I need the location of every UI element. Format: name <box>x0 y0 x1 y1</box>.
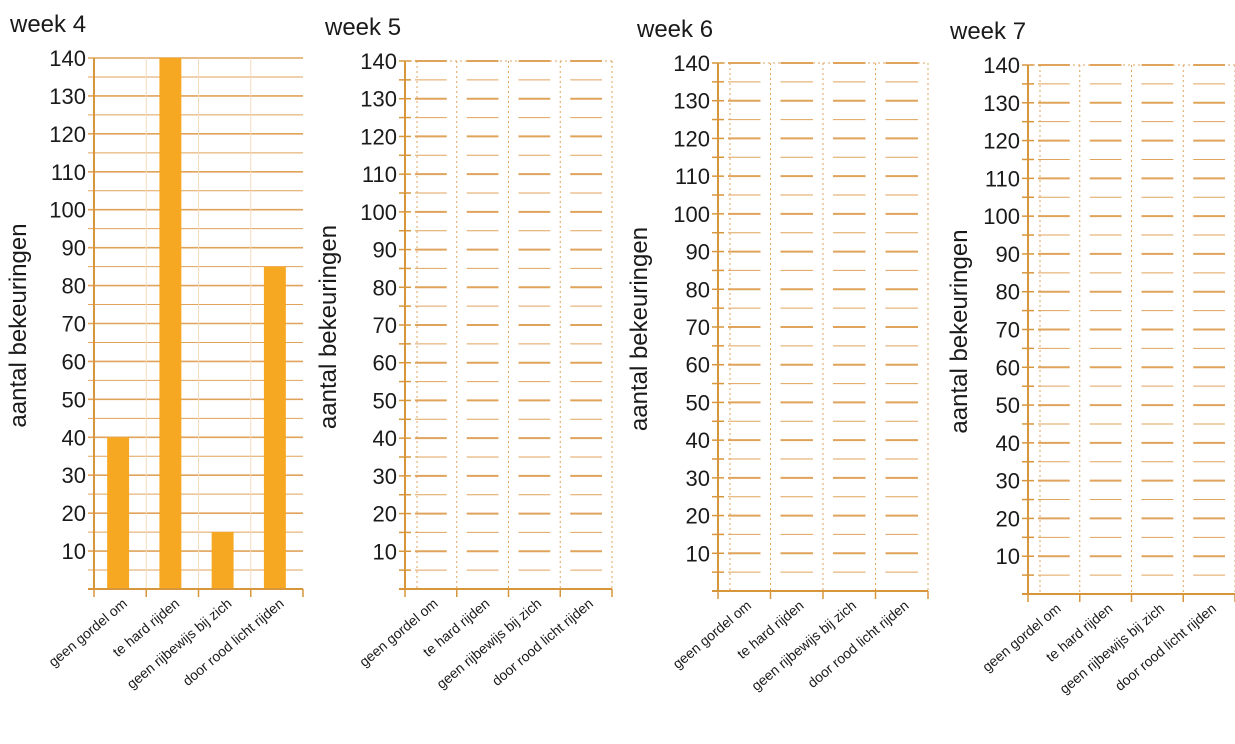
y-tick-label: 10 <box>62 539 86 564</box>
bar-3 <box>212 532 234 589</box>
y-tick-label: 100 <box>673 202 710 227</box>
y-tick-label: 130 <box>983 91 1020 116</box>
y-tick-label: 90 <box>373 238 397 263</box>
y-tick-label: 120 <box>673 126 710 151</box>
y-tick-label: 110 <box>675 164 710 189</box>
y-tick-label: 20 <box>996 506 1020 531</box>
y-tick-label: 40 <box>996 431 1020 456</box>
y-tick-label: 10 <box>686 541 710 566</box>
bar-2 <box>159 58 181 589</box>
chart-title: week 4 <box>9 11 86 38</box>
y-tick-label: 140 <box>983 53 1020 78</box>
y-tick-label: 100 <box>360 200 397 225</box>
y-tick-label: 80 <box>373 275 397 300</box>
y-tick-label: 50 <box>996 393 1020 418</box>
y-axis-label: aantal bekeuringen <box>315 225 342 429</box>
chart-panel-3: week 6 10 20 30 40 50 60 70 80 90 100 110 120 130 140 a… <box>626 16 928 694</box>
y-tick-label: 60 <box>373 351 397 376</box>
x-category-label: geen gordel om <box>669 597 754 672</box>
y-tick-label: 30 <box>373 464 397 489</box>
x-category-label: geen gordel om <box>45 595 130 670</box>
y-tick-label: 40 <box>62 425 86 450</box>
y-tick-label: 60 <box>996 355 1020 380</box>
chart-panel-4: week 7 10 20 30 40 50 60 70 80 90 100 110 120 130 140 a… <box>946 18 1235 697</box>
bar-4 <box>264 267 286 589</box>
y-tick-label: 10 <box>996 544 1020 569</box>
y-tick-label: 110 <box>362 162 397 187</box>
y-tick-label: 60 <box>686 353 710 378</box>
y-axis-label: aantal bekeuringen <box>626 227 653 431</box>
y-tick-label: 140 <box>360 49 397 74</box>
y-axis-label: aantal bekeuringen <box>5 223 32 427</box>
chart-title: week 5 <box>324 14 401 41</box>
y-tick-label: 140 <box>49 46 86 71</box>
y-tick-label: 130 <box>360 87 397 112</box>
y-tick-label: 120 <box>983 129 1020 154</box>
y-axis-label: aantal bekeuringen <box>946 229 973 433</box>
y-tick-label: 130 <box>49 84 86 109</box>
y-tick-label: 20 <box>686 504 710 529</box>
chart-panel-2: week 5 10 20 30 40 50 60 70 80 90 100 110 120 130 140 a… <box>315 14 612 692</box>
y-tick-label: 80 <box>996 280 1020 305</box>
x-category-label: door rood licht rijden <box>489 595 596 689</box>
y-tick-label: 30 <box>686 466 710 491</box>
x-category-label: door rood licht rijden <box>804 597 911 691</box>
y-tick-label: 50 <box>62 387 86 412</box>
y-tick-label: 70 <box>62 312 86 337</box>
y-tick-label: 120 <box>360 124 397 149</box>
y-tick-label: 20 <box>62 501 86 526</box>
chart-title: week 7 <box>949 18 1026 45</box>
bar-1 <box>107 437 129 589</box>
y-tick-label: 50 <box>373 388 397 413</box>
y-tick-label: 110 <box>51 160 86 185</box>
chart-panel-1: week 4 10 20 30 40 50 60 70 80 90 100 110 120 130 140 a… <box>5 11 303 692</box>
y-tick-label: 90 <box>686 240 710 265</box>
x-category-label: door rood licht rijden <box>179 595 286 689</box>
y-tick-label: 10 <box>373 539 397 564</box>
y-tick-label: 120 <box>49 122 86 147</box>
y-tick-label: 40 <box>373 426 397 451</box>
y-tick-label: 90 <box>62 236 86 261</box>
y-tick-label: 40 <box>686 428 710 453</box>
y-tick-label: 50 <box>686 390 710 415</box>
y-tick-label: 70 <box>686 315 710 340</box>
y-tick-label: 140 <box>673 51 710 76</box>
y-tick-label: 90 <box>996 242 1020 267</box>
chart-title: week 6 <box>636 16 713 43</box>
y-tick-label: 80 <box>62 274 86 299</box>
y-tick-label: 110 <box>985 166 1020 191</box>
y-tick-label: 80 <box>686 277 710 302</box>
y-tick-label: 130 <box>673 89 710 114</box>
y-tick-label: 100 <box>49 198 86 223</box>
y-tick-label: 70 <box>996 318 1020 343</box>
y-tick-label: 70 <box>373 313 397 338</box>
y-tick-label: 30 <box>62 463 86 488</box>
y-tick-label: 100 <box>983 204 1020 229</box>
y-tick-label: 30 <box>996 469 1020 494</box>
y-tick-label: 20 <box>373 502 397 527</box>
y-tick-label: 60 <box>62 349 86 374</box>
x-category-label: door rood licht rijden <box>1112 600 1219 694</box>
